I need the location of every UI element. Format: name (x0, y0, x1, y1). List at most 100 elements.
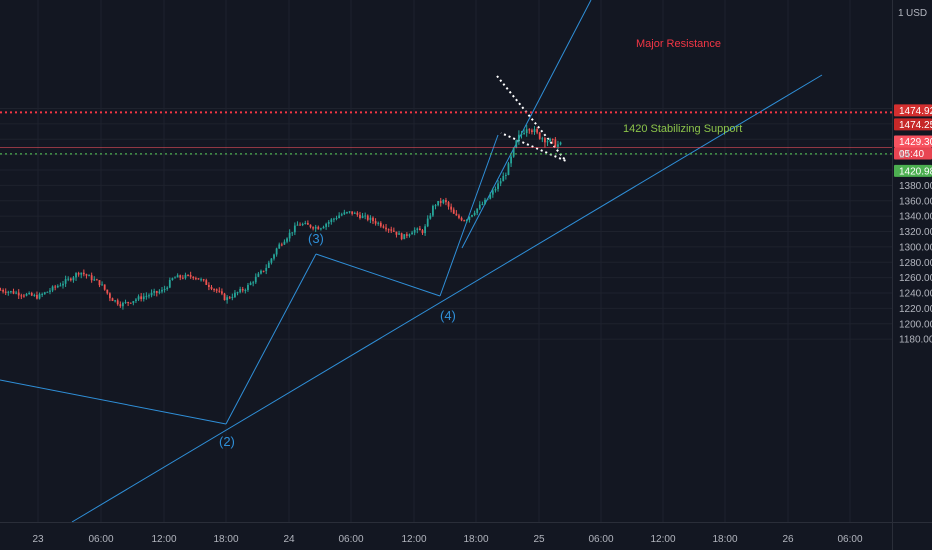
candle-body (132, 301, 135, 304)
y-tick-label: 1340.00 (899, 212, 932, 223)
countdown-tag[interactable]: 05:40 (894, 147, 932, 160)
candle-body (124, 302, 127, 304)
candle-body (504, 174, 507, 176)
candle-body (215, 289, 218, 291)
candle-body (56, 285, 59, 288)
candle-body (67, 278, 70, 280)
candle-body (49, 290, 51, 292)
candle-body (473, 212, 476, 215)
candle-body (390, 229, 393, 231)
candle-body (499, 181, 502, 184)
candle-body (181, 277, 184, 279)
candle-body (85, 274, 88, 276)
candle-body (41, 294, 44, 296)
candle-body (330, 219, 333, 222)
x-tick-label: 06:00 (837, 534, 862, 545)
candle-body (304, 223, 307, 225)
candle-body (309, 224, 312, 228)
trendline-early (0, 379, 227, 425)
candle-body (512, 147, 515, 157)
candle-body (343, 212, 346, 215)
y-tick-label: 1220.00 (899, 304, 932, 315)
candle-body (400, 233, 403, 240)
candle-body (374, 221, 377, 224)
candle-body (267, 262, 270, 268)
second-price-tag[interactable]: 1474.25 (894, 118, 932, 131)
candle-body (296, 224, 299, 226)
candle-body (4, 291, 7, 293)
candle-body (171, 278, 174, 280)
candle-body (403, 234, 406, 240)
x-tick-label: 18:00 (712, 534, 737, 545)
y-tick-label: 1180.00 (899, 335, 932, 346)
candle-body (426, 218, 429, 227)
candle-body (424, 226, 427, 234)
current-price-tag[interactable]: 1429.30 (894, 135, 932, 148)
candle-body (43, 292, 46, 295)
candle-body (291, 232, 294, 234)
candle-body (554, 139, 557, 147)
candle-body (468, 216, 471, 221)
candle-body (270, 258, 273, 263)
candle-body (432, 205, 434, 216)
candle-body (12, 291, 15, 294)
candle-body (249, 282, 252, 285)
candle-body (103, 284, 106, 290)
candle-body (387, 229, 390, 231)
x-tick-label: 12:00 (151, 534, 176, 545)
candle-body (476, 208, 479, 213)
candle-body (176, 275, 179, 278)
candle-body (356, 212, 359, 215)
candle-body (395, 231, 398, 235)
svg-text:1420.98: 1420.98 (899, 166, 932, 177)
candle-body (231, 297, 234, 299)
candle-body (23, 295, 25, 297)
candle-body (551, 138, 554, 140)
candle-body (226, 297, 229, 301)
resistance-label: Major Resistance (636, 38, 721, 50)
candle-body (119, 304, 122, 307)
candle-body (129, 302, 132, 304)
candle-body (322, 226, 325, 229)
candle-body (364, 215, 367, 217)
candle-body (127, 302, 130, 304)
candle-body (2, 290, 4, 292)
candles (0, 124, 562, 310)
candle-body (187, 274, 189, 276)
candle-body (72, 277, 75, 281)
candle-body (46, 291, 49, 293)
candle-body (450, 206, 453, 210)
currency-label[interactable]: USD (906, 8, 927, 19)
candle-body (502, 175, 505, 182)
svg-text:1474.92: 1474.92 (899, 106, 932, 117)
candle-body (288, 232, 291, 239)
candle-body (163, 289, 166, 291)
candle-body (145, 295, 148, 297)
y-tick-label: 1200.00 (899, 319, 932, 330)
candle-body (260, 270, 262, 274)
candle-body (359, 214, 361, 218)
candle-body (299, 224, 301, 226)
candle-body (280, 244, 283, 246)
support-price-tag[interactable]: 1420.98 (894, 164, 932, 178)
candle-body (205, 280, 208, 285)
candle-body (51, 286, 54, 291)
candle-body (320, 228, 322, 230)
resistance-price-tag[interactable]: 1474.92 (894, 104, 932, 117)
y-tick-label: 1360.00 (899, 196, 932, 207)
candle-body (340, 214, 343, 216)
candle-body (122, 302, 124, 307)
candle-body (38, 294, 41, 299)
candle-body (314, 226, 317, 229)
major-trendline (71, 74, 823, 523)
candle-body (439, 200, 442, 203)
candle-body (458, 215, 460, 218)
candle-body (398, 233, 400, 235)
candle-body (54, 286, 57, 288)
candle-body (221, 291, 223, 294)
candle-body (306, 223, 309, 225)
candle-body (241, 288, 244, 291)
candle-body (88, 275, 90, 277)
